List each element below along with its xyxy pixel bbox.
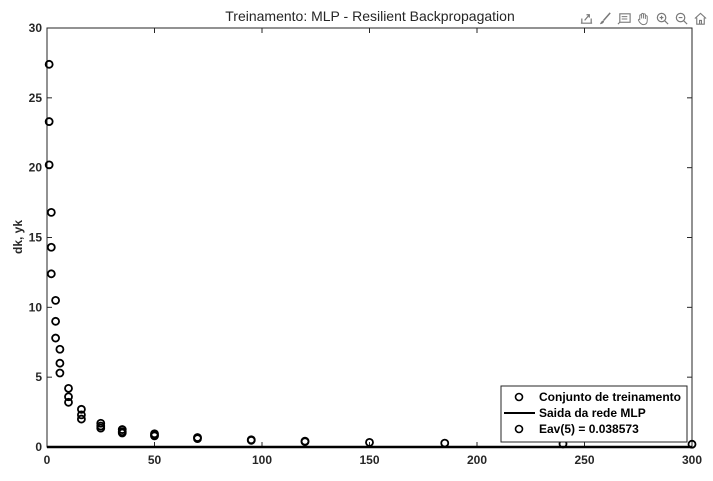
zoom-in-button[interactable] [653,9,671,27]
pan-icon [637,12,648,25]
datatip-button[interactable] [615,9,633,27]
data-point [51,333,60,343]
data-point [44,160,54,170]
legend-label-training: Conjunto de treinamento [539,390,681,404]
export-icon [580,13,592,24]
data-point [46,242,56,252]
y-tick-label: 5 [35,370,42,384]
y-tick-label: 20 [29,161,43,175]
y-tick-label: 15 [29,231,43,245]
data-point [77,414,86,424]
series-layer [44,59,697,449]
data-point [96,423,106,433]
legend: Conjunto de treinamento Saida da rede ML… [500,385,688,443]
home-button[interactable] [691,9,709,27]
chart-title: Treinamento: MLP - Resilient Backpropaga… [225,8,514,24]
zoom-in-icon [656,12,669,25]
data-point [193,434,202,444]
home-icon [693,12,707,25]
data-point [96,418,106,428]
data-point [51,316,60,326]
x-tick-label: 200 [467,453,487,467]
data-point [64,397,73,407]
legend-marker-training [514,392,524,402]
data-point [687,439,697,449]
data-point [77,410,86,420]
y-tick-label: 30 [29,21,43,35]
data-point [64,392,73,402]
x-tick-label: 150 [359,453,379,467]
data-point [44,117,54,126]
data-point [77,404,86,414]
data-point [55,368,65,378]
data-point [440,438,450,448]
data-point [300,437,310,447]
data-point [55,358,65,368]
y-tick-label: 25 [29,91,43,105]
axes-toolbar [577,9,709,27]
x-tick-label: 250 [574,453,594,467]
data-point [44,59,54,69]
x-tick-label: 300 [682,453,702,467]
data-point [46,269,56,279]
data-point [117,428,127,438]
pan-button[interactable] [634,9,652,27]
plot-area [46,27,693,448]
datatip-icon [617,12,631,25]
brush-button[interactable] [596,9,614,27]
zoom-out-button[interactable] [672,9,690,27]
legend-marker-eav [514,424,524,434]
legend-label-output: Saida da rede MLP [539,406,646,420]
zoom-out-icon [675,12,688,25]
x-axis: 0 50 100 150 200 250 300 [44,28,702,467]
y-axis-label: dk, yk [11,220,25,254]
x-tick-label: 0 [44,453,51,467]
y-tick-label: 0 [35,440,42,454]
legend-label-eav: Eav(5) = 0.038573 [539,422,639,436]
data-point [51,295,60,305]
data-point [55,344,65,354]
data-point [150,431,159,441]
data-point [246,435,256,445]
export-button[interactable] [577,9,595,27]
brush-icon [599,11,611,24]
data-point [64,383,73,393]
x-tick-label: 100 [252,453,272,467]
data-point [365,437,374,447]
data-point [46,207,56,217]
y-tick-label: 10 [29,300,43,314]
x-tick-label: 50 [148,453,162,467]
